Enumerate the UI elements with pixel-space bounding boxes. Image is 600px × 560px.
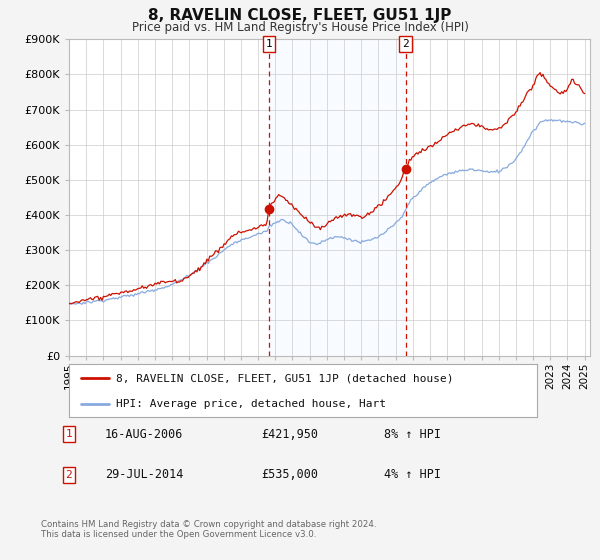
HPI: Average price, detached house, Hart: (2.02e+03, 6.71e+05): Average price, detached house, Hart: (2.… [548,116,555,123]
HPI: Average price, detached house, Hart: (2.01e+03, 3.61e+05): Average price, detached house, Hart: (2.… [292,226,299,232]
Bar [269,39,406,356]
Line: 8, RAVELIN CLOSE, FLEET, GU51 1JP (detached house): 8, RAVELIN CLOSE, FLEET, GU51 1JP (detac… [69,73,584,304]
HPI: Average price, detached house, Hart: (2e+03, 1.69e+05): Average price, detached house, Hart: (2e… [130,293,137,300]
HPI: Average price, detached house, Hart: (2.01e+03, 3.3e+05): Average price, detached house, Hart: (2.… [238,236,245,243]
8, RAVELIN CLOSE, FLEET, GU51 1JP (detached house) [67,301,74,307]
Text: 16-AUG-2006: 16-AUG-2006 [105,427,184,441]
8, RAVELIN CLOSE, FLEET, GU51 1JP (detached house) [581,90,588,97]
Line: HPI: Average price, detached house, Hart: HPI: Average price, detached house, Hart [69,120,584,304]
Text: HPI: Average price, detached house, Hart: HPI: Average price, detached house, Hart [116,399,386,409]
HPI: Average price, detached house, Hart: (2e+03, 1.46e+05): Average price, detached house, Hart: (2e… [79,301,86,307]
Text: 29-JUL-2014: 29-JUL-2014 [105,468,184,482]
HPI: Average price, detached house, Hart: (2e+03, 1.48e+05): Average price, detached house, Hart: (2e… [65,300,73,307]
HPI: Average price, detached house, Hart: (2.02e+03, 6.7e+05): Average price, detached house, Hart: (2.… [555,116,562,123]
Text: 4% ↑ HPI: 4% ↑ HPI [384,468,441,482]
8, RAVELIN CLOSE, FLEET, GU51 1JP (detached house) [292,205,299,212]
Text: 2: 2 [65,470,73,480]
8, RAVELIN CLOSE, FLEET, GU51 1JP (detached house) [221,240,228,247]
8, RAVELIN CLOSE, FLEET, GU51 1JP (detached house) [130,286,137,293]
Text: 1: 1 [65,429,73,439]
Text: 8, RAVELIN CLOSE, FLEET, GU51 1JP: 8, RAVELIN CLOSE, FLEET, GU51 1JP [148,8,452,24]
8, RAVELIN CLOSE, FLEET, GU51 1JP (detached house) [555,90,562,96]
8, RAVELIN CLOSE, FLEET, GU51 1JP (detached house) [247,226,254,233]
Text: 1: 1 [265,39,272,49]
Text: Contains HM Land Registry data © Crown copyright and database right 2024.
This d: Contains HM Land Registry data © Crown c… [41,520,376,539]
Text: 8, RAVELIN CLOSE, FLEET, GU51 1JP (detached house): 8, RAVELIN CLOSE, FLEET, GU51 1JP (detac… [116,374,454,384]
8, RAVELIN CLOSE, FLEET, GU51 1JP (detached house) [536,69,544,76]
8, RAVELIN CLOSE, FLEET, GU51 1JP (detached house) [65,300,73,307]
Text: Price paid vs. HM Land Registry's House Price Index (HPI): Price paid vs. HM Land Registry's House … [131,21,469,34]
HPI: Average price, detached house, Hart: (2.01e+03, 3.36e+05): Average price, detached house, Hart: (2.… [247,234,254,241]
8, RAVELIN CLOSE, FLEET, GU51 1JP (detached house) [238,230,245,236]
HPI: Average price, detached house, Hart: (2.02e+03, 6.61e+05): Average price, detached house, Hart: (2.… [581,120,588,127]
Text: £535,000: £535,000 [261,468,318,482]
Text: 2: 2 [402,39,409,49]
HPI: Average price, detached house, Hart: (2e+03, 3.02e+05): Average price, detached house, Hart: (2e… [221,246,228,253]
Text: 8% ↑ HPI: 8% ↑ HPI [384,427,441,441]
Text: £421,950: £421,950 [261,427,318,441]
